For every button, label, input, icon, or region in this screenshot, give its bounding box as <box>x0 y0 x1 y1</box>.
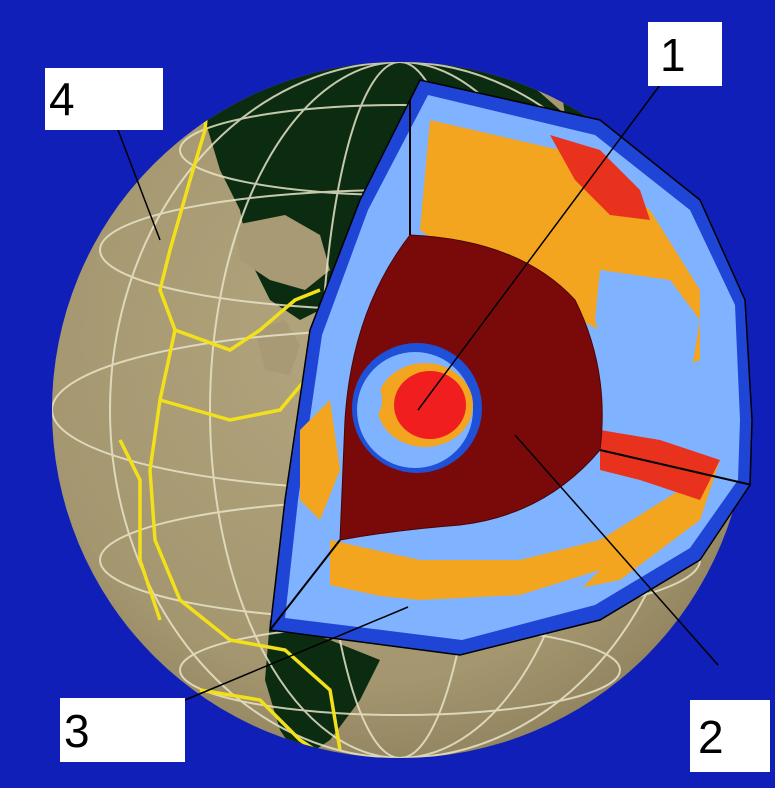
label-3-mantle: 3 <box>60 698 185 762</box>
leader-line-2 <box>514 434 719 666</box>
label-2-outer-core: 2 <box>690 700 770 772</box>
interior-cutaway <box>269 79 753 656</box>
inner-core <box>352 343 482 473</box>
mantle-hot-region-right <box>600 430 720 500</box>
mantle-cold-blob-right <box>595 270 700 400</box>
mantle-cold-band <box>320 570 600 625</box>
label-1-inner-core: 1 <box>648 22 722 86</box>
leader-lines <box>117 84 719 701</box>
label-4-crust: 4 <box>45 68 163 130</box>
leader-line-4 <box>117 129 161 241</box>
mantle-warm-plume-lower <box>330 460 720 605</box>
mantle-hot-region-top <box>550 135 650 220</box>
leader-line-1 <box>417 84 661 411</box>
mantle-warm-plume-left <box>300 400 340 520</box>
continent-patch <box>235 215 330 290</box>
leader-line-3 <box>184 606 409 701</box>
